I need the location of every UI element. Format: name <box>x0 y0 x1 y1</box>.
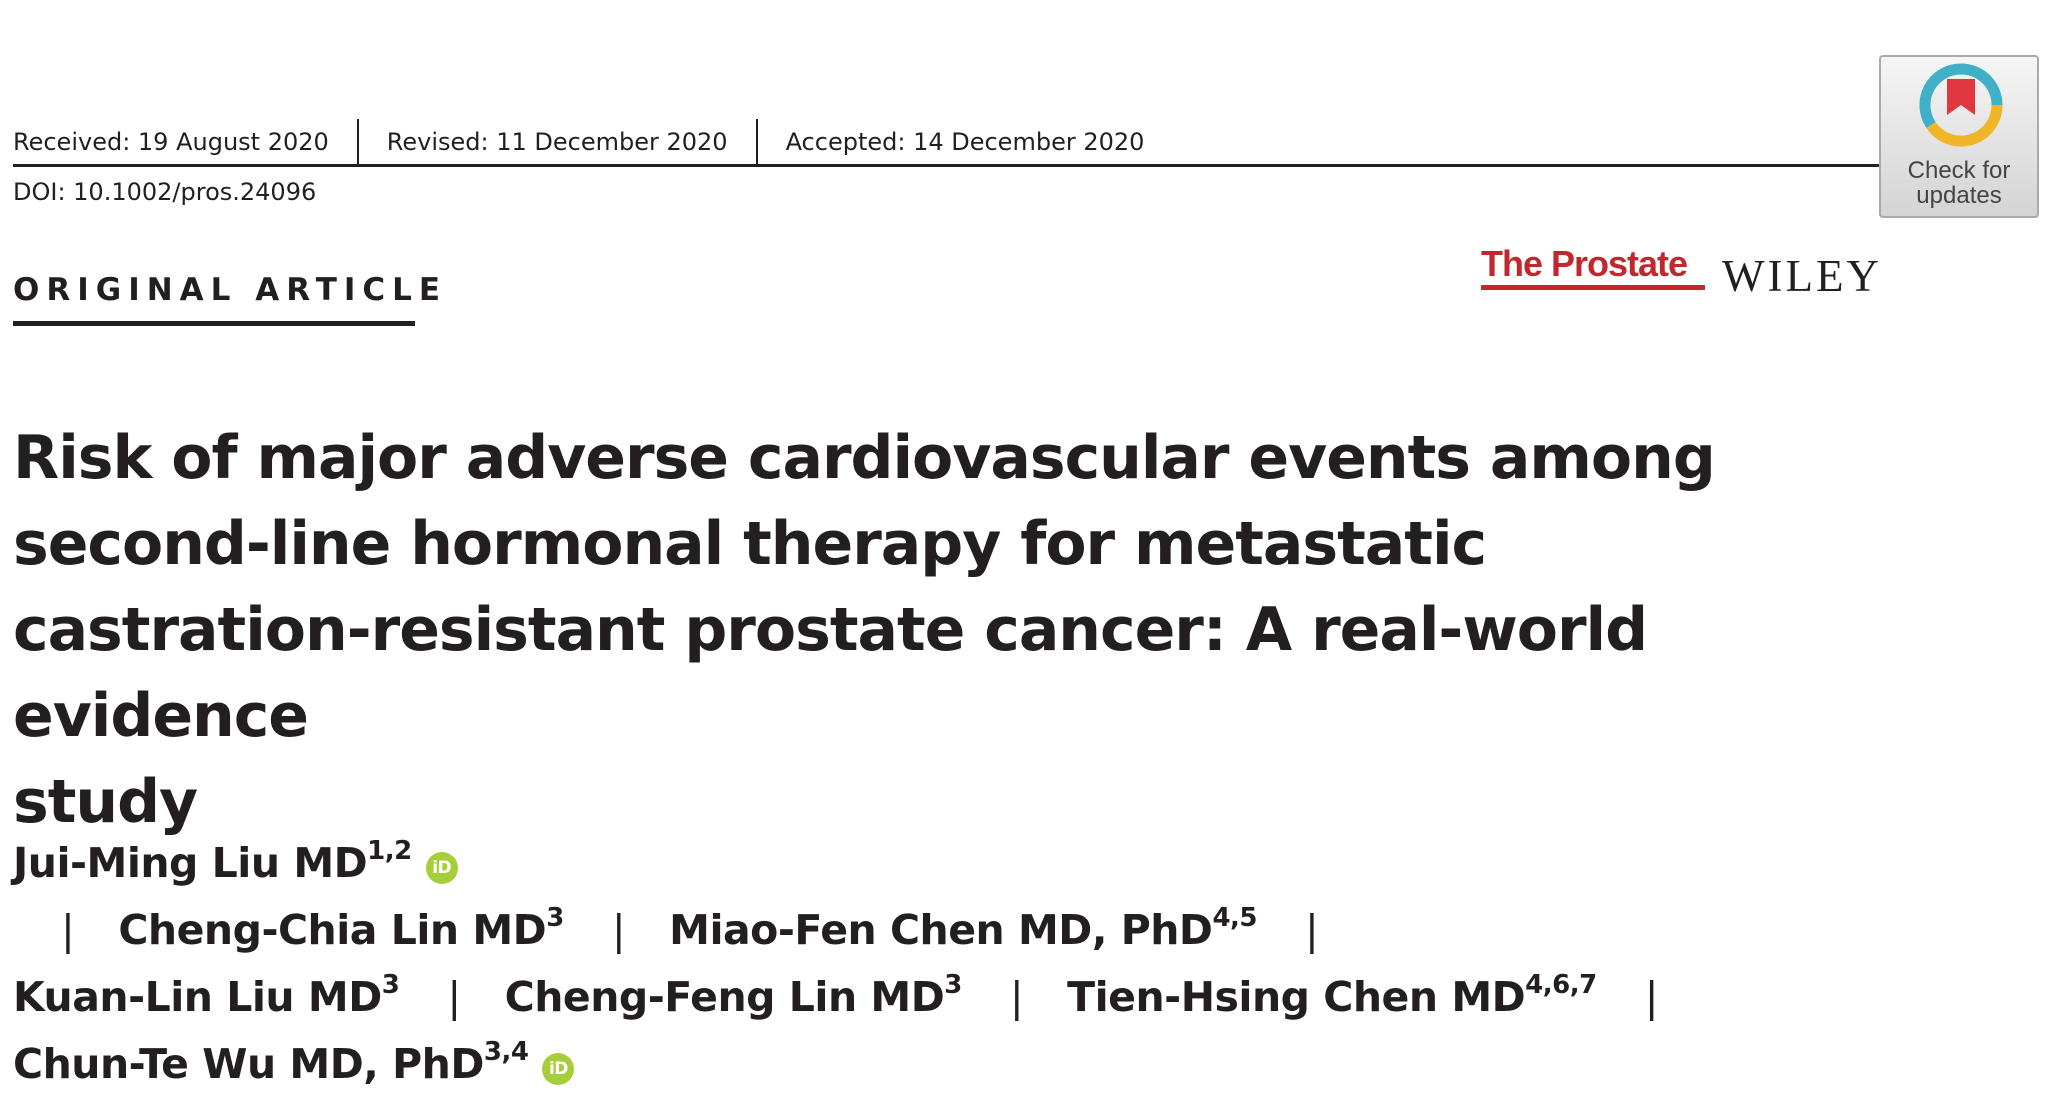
received-date: Received: 19 August 2020 <box>13 128 329 156</box>
journal-logo[interactable]: The Prostate <box>1481 244 1705 290</box>
badge-line-2: updates <box>1916 182 2002 209</box>
affiliation-marker: 3,4 <box>483 1037 529 1067</box>
author-name: Jui-Ming Liu MD <box>13 839 368 887</box>
title-line: study <box>13 767 198 837</box>
author[interactable]: Tien-Hsing Chen MD4,6,7 <box>1067 970 1597 1021</box>
author[interactable]: Kuan-Lin Liu MD3 <box>13 970 400 1021</box>
title-line: Risk of major adverse cardiovascular eve… <box>13 423 1716 493</box>
author-separator: | <box>611 906 626 954</box>
author-separator: | <box>1009 973 1024 1021</box>
author-name: Cheng-Feng Lin MD <box>504 973 945 1021</box>
article-type: ORIGINAL ARTICLE <box>13 272 448 308</box>
title-line: second-line hormonal therapy for metasta… <box>13 509 1487 579</box>
header-rule <box>13 164 1891 167</box>
article-type-underline <box>13 321 415 326</box>
author[interactable]: Cheng-Chia Lin MD3 <box>118 903 564 954</box>
orcid-icon[interactable]: iD <box>542 1053 575 1085</box>
check-for-updates-badge[interactable]: Check for updates <box>1879 55 2039 218</box>
author-list: Jui-Ming Liu MD1,2iD| Cheng-Chia Lin MD3 |… <box>13 830 1793 1098</box>
revised-date: Revised: 11 December 2020 <box>386 128 728 156</box>
author-line: Kuan-Lin Liu MD3 | Cheng-Feng Lin MD3 | Tien… <box>13 964 1793 1031</box>
doi[interactable]: DOI: 10.1002/pros.24096 <box>13 178 317 206</box>
badge-line-1: Check for <box>1907 157 2011 184</box>
accepted-date: Accepted: 14 December 2020 <box>785 128 1145 156</box>
title-line: castration-resistant prostate cancer: A … <box>13 595 1648 751</box>
orcid-icon[interactable]: iD <box>425 852 458 884</box>
author[interactable]: Miao-Fen Chen MD, PhD4,5 <box>669 903 1258 954</box>
author-line: Jui-Ming Liu MD1,2 iD | Cheng-Chia Lin MD3 |… <box>13 830 1793 964</box>
crossmark-icon <box>1919 63 2003 147</box>
affiliation-marker: 3 <box>546 903 564 933</box>
publisher-logo[interactable]: WILEY <box>1722 251 1882 301</box>
author-name: Kuan-Lin Liu MD <box>13 973 382 1021</box>
author-separator: | <box>61 906 75 954</box>
author-separator: | <box>1644 973 1659 1021</box>
badge-label: Check for updates <box>1881 158 2037 208</box>
author-name: Chun-Te Wu MD, PhD <box>13 1040 484 1088</box>
author[interactable]: Cheng-Feng Lin MD3 <box>504 970 963 1021</box>
divider <box>755 119 758 165</box>
affiliation-marker: 4,5 <box>1212 903 1258 933</box>
affiliation-marker: 1,2 <box>367 836 412 866</box>
author[interactable]: Jui-Ming Liu MD1,2 <box>13 836 412 887</box>
author-line: Chun-Te Wu MD, PhD3,4 iD <box>13 1031 1793 1098</box>
author-name: Tien-Hsing Chen MD <box>1067 973 1526 1021</box>
affiliation-marker: 3 <box>944 970 962 1000</box>
author-name: Cheng-Chia Lin MD <box>118 906 547 954</box>
divider <box>356 119 359 165</box>
affiliation-marker: 4,6,7 <box>1525 970 1597 1000</box>
affiliation-marker: 3 <box>381 970 400 1000</box>
author-name: Miao-Fen Chen MD, PhD <box>669 906 1213 954</box>
author-separator: | <box>1305 906 1319 954</box>
author[interactable]: Chun-Te Wu MD, PhD3,4 <box>13 1037 529 1088</box>
article-dates: Received: 19 August 2020 Revised: 11 Dec… <box>13 118 1144 166</box>
article-title: Risk of major adverse cardiovascular eve… <box>13 415 1863 845</box>
author-separator: | <box>447 973 461 1021</box>
